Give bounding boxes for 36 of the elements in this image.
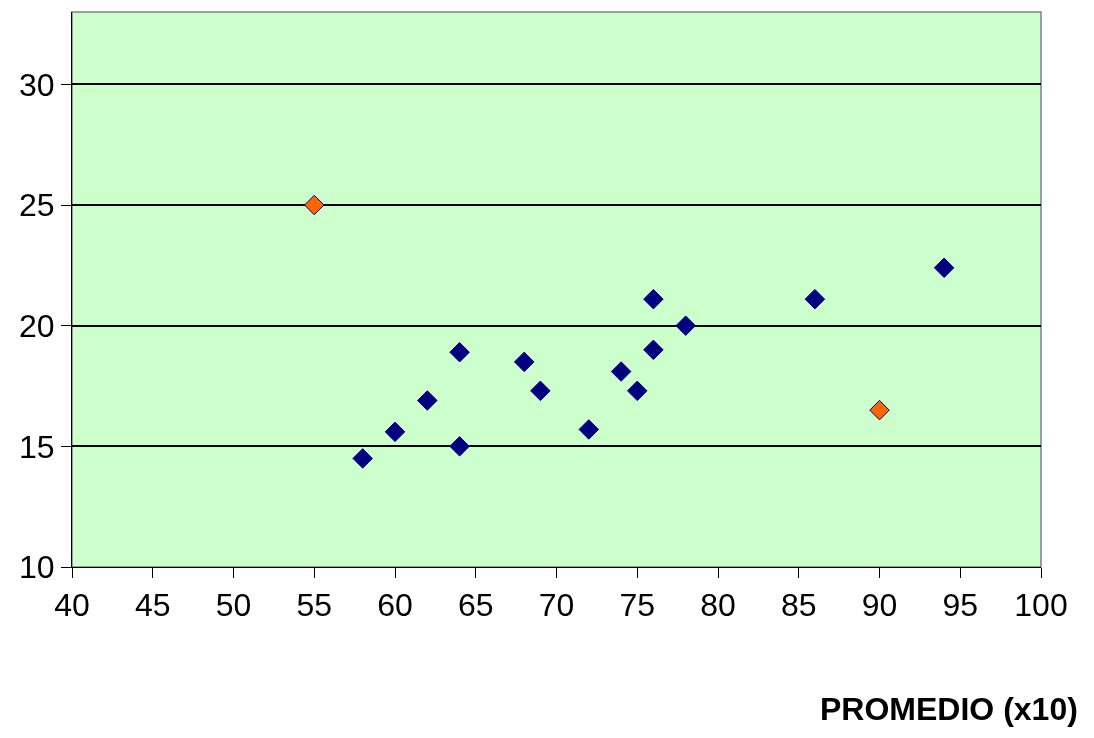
x-tick-label: 55 (296, 587, 333, 624)
point (417, 390, 438, 411)
point (384, 421, 406, 443)
point (530, 380, 551, 402)
point (610, 361, 632, 382)
x-tick-label: 45 (134, 587, 171, 624)
point (449, 341, 470, 363)
point (643, 339, 664, 361)
x-tick-label: 100 (1014, 587, 1068, 624)
y-tick-label: 25 (19, 187, 55, 224)
x-axis-title: PROMEDIO (x10) (820, 691, 1078, 727)
y-tick-label: 15 (19, 428, 55, 465)
x-tick-label: 70 (538, 587, 575, 624)
x-tick-label: 65 (457, 587, 494, 624)
x-tick-label: 95 (942, 587, 979, 624)
x-tick-label: 85 (780, 587, 817, 624)
point (627, 380, 648, 402)
x-tick-label: 90 (861, 587, 898, 624)
point (449, 436, 470, 457)
point (513, 351, 535, 373)
point (578, 419, 600, 440)
point (304, 194, 325, 216)
y-tick-label: 30 (19, 66, 55, 103)
point (869, 399, 890, 421)
x-tick-label: 80 (700, 587, 736, 624)
point (933, 257, 955, 279)
x-tick-label: 50 (215, 587, 252, 624)
x-tick-label: 75 (619, 587, 656, 624)
point (643, 288, 664, 310)
point (352, 448, 373, 469)
y-tick-label: 20 (19, 307, 55, 344)
x-tick-label: 40 (54, 587, 90, 624)
point (675, 315, 696, 336)
point (804, 288, 826, 310)
y-tick-label: 10 (19, 549, 55, 586)
x-tick-label: 60 (377, 587, 413, 624)
